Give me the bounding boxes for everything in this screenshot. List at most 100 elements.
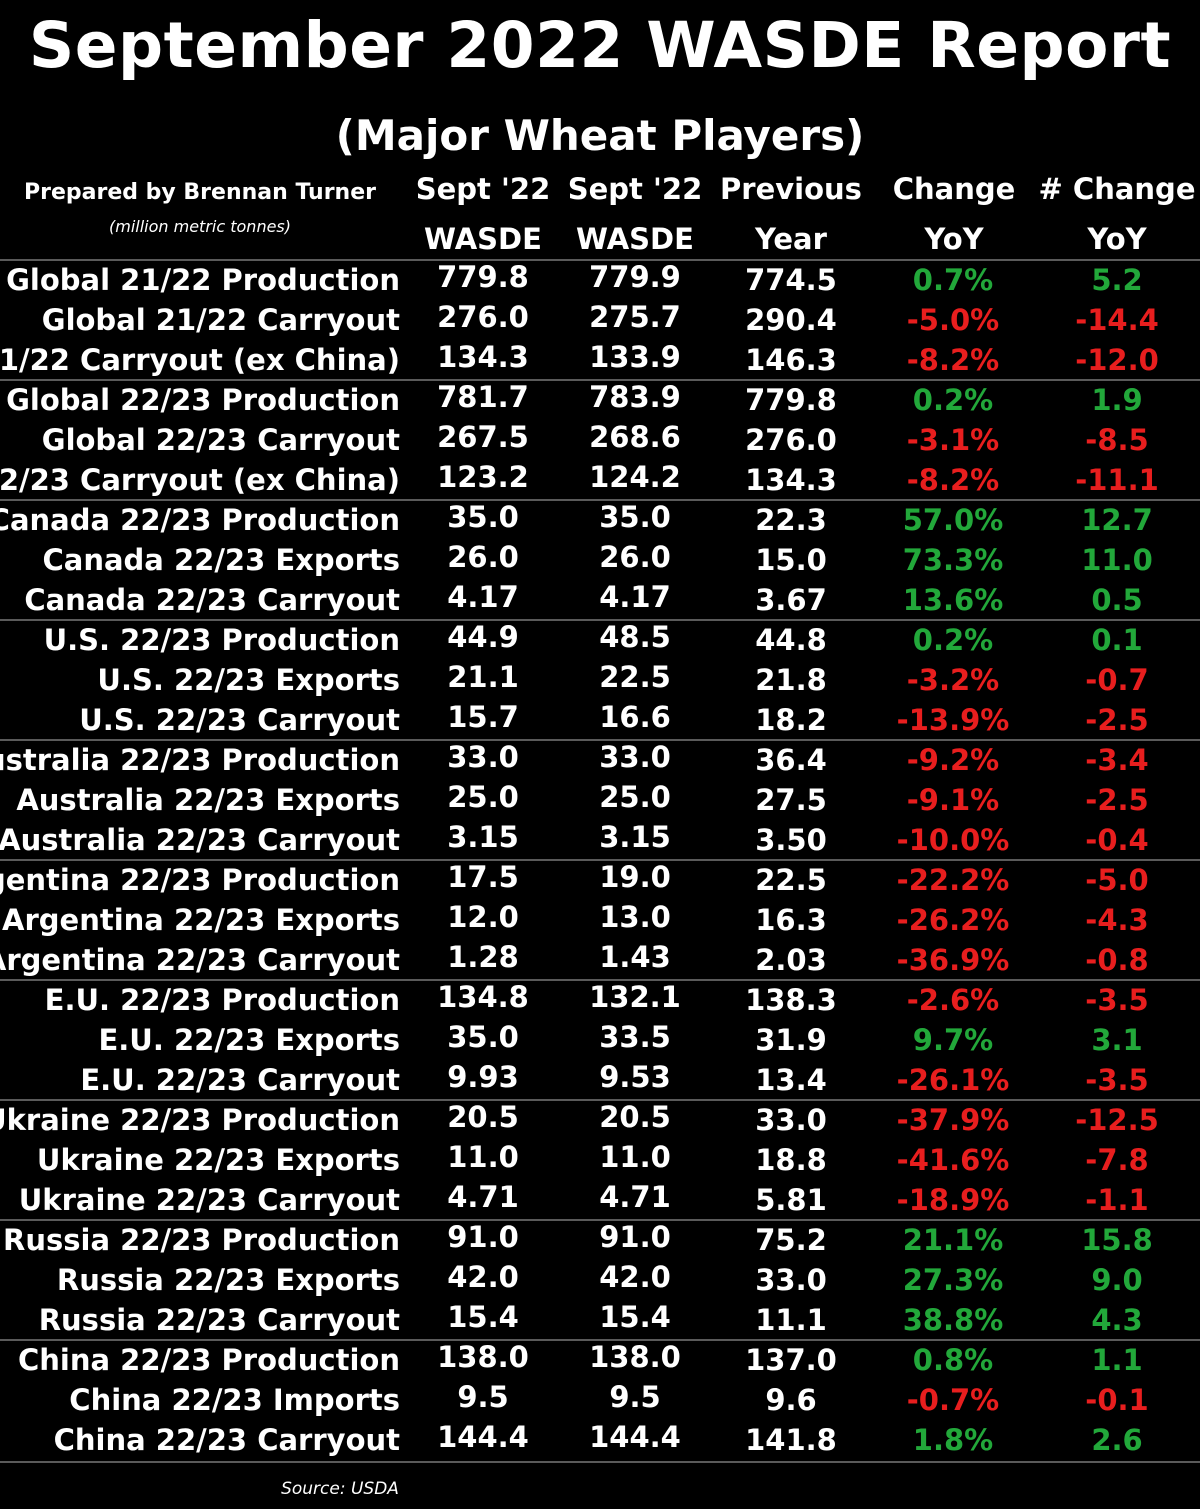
cell-previous-year: 44.8 <box>755 623 827 657</box>
cell-change-abs: -3.4 <box>1085 743 1149 777</box>
cell-change-pct: -22.2% <box>896 863 1010 897</box>
cell-change-abs: 11.0 <box>1081 543 1153 577</box>
row-label: Ukraine 22/23 Production <box>0 1103 400 1137</box>
row-label: Russia 22/23 Carryout <box>38 1303 400 1337</box>
cell-change-pct: -3.2% <box>906 663 1000 697</box>
cell-sept-wasde-1: 91.0 <box>447 1220 519 1254</box>
cell-previous-year: 33.0 <box>755 1103 827 1137</box>
table-row: U.S. 22/23 Carryout 15.7 16.6 18.2 -13.9% -2.… <box>0 700 1200 740</box>
cell-previous-year: 31.9 <box>755 1023 827 1057</box>
cell-sept-wasde-2: 9.5 <box>609 1380 661 1414</box>
table-row: Argentina 22/23 Production 17.5 19.0 22.5 -2… <box>0 860 1200 900</box>
cell-sept-wasde-1: 9.93 <box>447 1060 519 1094</box>
cell-previous-year: 33.0 <box>755 1263 827 1297</box>
table-row: China 22/23 Imports 9.5 9.5 9.6 -0.7% -0.1 <box>0 1380 1200 1420</box>
row-label: U.S. 22/23 Carryout <box>79 703 400 737</box>
cell-change-pct: -26.1% <box>896 1063 1010 1097</box>
group-separator <box>0 859 1200 861</box>
cell-change-pct: -18.9% <box>896 1183 1010 1217</box>
row-label: U.S. 22/23 Production <box>43 623 400 657</box>
cell-change-pct: -26.2% <box>896 903 1010 937</box>
table-row: Global 22/23 Production 781.7 783.9 779.8 0.… <box>0 380 1200 420</box>
cell-change-abs: -0.8 <box>1085 943 1149 977</box>
column-header-line2: WASDE <box>424 222 542 256</box>
cell-sept-wasde-1: 11.0 <box>447 1140 519 1174</box>
cell-sept-wasde-1: 35.0 <box>447 500 519 534</box>
cell-sept-wasde-1: 134.8 <box>437 980 529 1014</box>
cell-sept-wasde-2: 133.9 <box>589 340 681 374</box>
column-header-line2: WASDE <box>576 222 694 256</box>
prepared-by: Prepared by Brennan Turner <box>24 180 376 205</box>
cell-change-abs: 15.8 <box>1081 1223 1153 1257</box>
cell-previous-year: 276.0 <box>745 423 837 457</box>
table-row: Global 21/22 Production 779.8 779.9 774.5 0.… <box>0 260 1200 300</box>
group-separator <box>0 1099 1200 1101</box>
cell-change-pct: -36.9% <box>896 943 1010 977</box>
cell-change-abs: -7.8 <box>1085 1143 1149 1177</box>
cell-previous-year: 75.2 <box>755 1223 827 1257</box>
cell-previous-year: 779.8 <box>745 383 837 417</box>
table-row: Australia 22/23 Production 33.0 33.0 36.4 -9… <box>0 740 1200 780</box>
cell-change-pct: 21.1% <box>902 1223 1004 1257</box>
cell-sept-wasde-1: 134.3 <box>437 340 529 374</box>
table-row: Ukraine 22/23 Exports 11.0 11.0 18.8 -41.6% -… <box>0 1140 1200 1180</box>
cell-change-abs: 5.2 <box>1091 263 1143 297</box>
cell-change-pct: 0.7% <box>912 263 994 297</box>
cell-sept-wasde-1: 781.7 <box>437 380 529 414</box>
cell-previous-year: 11.1 <box>755 1303 827 1337</box>
source-note: Source: USDA <box>281 1479 399 1499</box>
cell-change-abs: -4.3 <box>1085 903 1149 937</box>
table-row: U.S. 22/23 Exports 21.1 22.5 21.8 -3.2% -0.7 <box>0 660 1200 700</box>
cell-change-abs: -1.1 <box>1085 1183 1149 1217</box>
cell-sept-wasde-1: 20.5 <box>447 1100 519 1134</box>
cell-sept-wasde-2: 4.71 <box>599 1180 671 1214</box>
row-label: E.U. 22/23 Exports <box>98 1023 400 1057</box>
cell-sept-wasde-1: 33.0 <box>447 740 519 774</box>
cell-previous-year: 9.6 <box>765 1383 817 1417</box>
cell-previous-year: 36.4 <box>755 743 827 777</box>
table-row: Argentina 22/23 Carryout 1.28 1.43 2.03 -36.… <box>0 940 1200 980</box>
cell-previous-year: 27.5 <box>755 783 827 817</box>
cell-sept-wasde-1: 25.0 <box>447 780 519 814</box>
column-header-line2: YoY <box>1087 222 1147 256</box>
cell-change-abs: 0.5 <box>1091 583 1143 617</box>
cell-previous-year: 290.4 <box>745 303 837 337</box>
column-header-line1: # Change <box>1038 172 1196 206</box>
cell-change-abs: -8.5 <box>1085 423 1149 457</box>
cell-change-abs: 0.1 <box>1091 623 1143 657</box>
cell-change-pct: 27.3% <box>902 1263 1004 1297</box>
group-separator <box>0 1461 1200 1463</box>
cell-sept-wasde-1: 12.0 <box>447 900 519 934</box>
table-row: Russia 22/23 Production 91.0 91.0 75.2 21.1%… <box>0 1220 1200 1260</box>
cell-change-pct: -41.6% <box>896 1143 1010 1177</box>
report-subtitle: (Major Wheat Players) <box>335 111 865 160</box>
group-separator <box>0 1339 1200 1341</box>
column-header-line2: Year <box>755 222 827 256</box>
cell-sept-wasde-2: 25.0 <box>599 780 671 814</box>
cell-sept-wasde-1: 779.8 <box>437 260 529 294</box>
group-separator <box>0 739 1200 741</box>
column-header-line1: Previous <box>720 172 862 206</box>
table-row: China 22/23 Production 138.0 138.0 137.0 0.8… <box>0 1340 1200 1380</box>
group-separator <box>0 259 1200 261</box>
cell-sept-wasde-2: 11.0 <box>599 1140 671 1174</box>
row-label: Global 21/22 Carryout <box>41 303 400 337</box>
cell-change-pct: 0.8% <box>912 1343 994 1377</box>
cell-sept-wasde-1: 21.1 <box>447 660 519 694</box>
cell-change-pct: 13.6% <box>902 583 1004 617</box>
table-row: 22/23 Carryout (ex China) 123.2 124.2 134.3… <box>0 460 1200 500</box>
row-label: Ukraine 22/23 Exports <box>36 1143 400 1177</box>
table-row: Canada 22/23 Production 35.0 35.0 22.3 57.0%… <box>0 500 1200 540</box>
cell-change-pct: -2.6% <box>906 983 1000 1017</box>
cell-change-pct: 73.3% <box>902 543 1004 577</box>
cell-sept-wasde-2: 35.0 <box>599 500 671 534</box>
cell-sept-wasde-2: 16.6 <box>599 700 671 734</box>
row-label: Canada 22/23 Carryout <box>24 583 400 617</box>
group-separator <box>0 379 1200 381</box>
cell-sept-wasde-1: 267.5 <box>437 420 529 454</box>
row-label: China 22/23 Imports <box>69 1383 400 1417</box>
cell-change-pct: -13.9% <box>896 703 1010 737</box>
cell-previous-year: 134.3 <box>745 463 837 497</box>
cell-change-abs: -12.5 <box>1075 1103 1159 1137</box>
row-label: E.U. 22/23 Carryout <box>80 1063 400 1097</box>
